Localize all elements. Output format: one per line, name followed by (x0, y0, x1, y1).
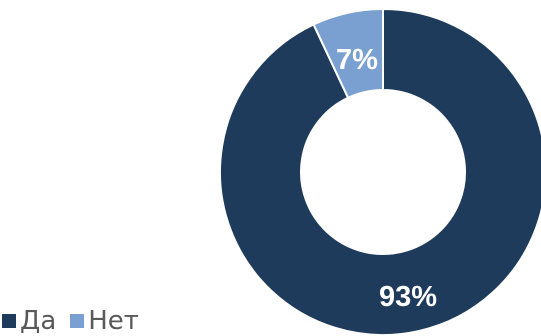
legend-swatch-net (70, 314, 85, 328)
legend-entry-da: Да (2, 306, 56, 336)
slice-label-net: 7% (336, 44, 378, 76)
legend-label-da: Да (20, 306, 57, 336)
legend-swatch-da (2, 314, 16, 328)
legend-label-net: Нет (88, 306, 139, 336)
slice-label-da: 93% (379, 281, 437, 313)
donut-slice-da (219, 7, 541, 336)
donut-slices (219, 7, 541, 336)
donut-slice-net (312, 7, 384, 100)
slice-labels: 93% 7% (336, 44, 437, 313)
chart-legend: Да Нет (2, 306, 139, 336)
legend-entry-net: Нет (70, 306, 139, 336)
